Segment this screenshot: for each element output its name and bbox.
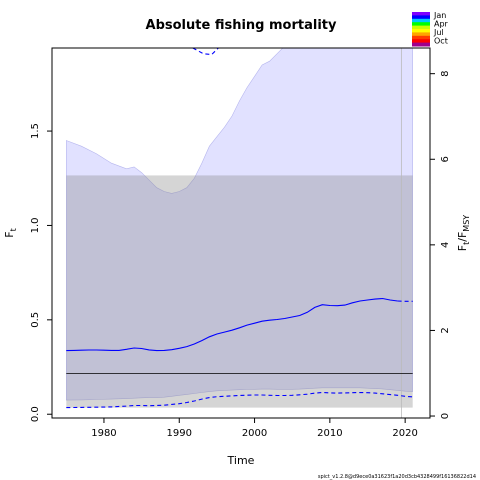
- y-axis-left: 0.0 0.5 1.0 1.5: [30, 123, 52, 422]
- series-line-2: [66, 391, 413, 409]
- x-tick-label: 2020: [392, 428, 417, 439]
- y-tick-label: 1.0: [30, 217, 41, 233]
- legend-swatch: [412, 22, 430, 27]
- y-axis-right-label-msy: MSY: [462, 215, 471, 232]
- y-axis-right-label: Ft/FMSY: [456, 215, 471, 251]
- x-tick-label: 1990: [167, 428, 192, 439]
- plot-frame: [51, 47, 431, 419]
- y-tick-label: 0.0: [30, 406, 41, 422]
- legend-swatch: [412, 25, 430, 30]
- fmsy-band: [66, 175, 413, 408]
- x-tick-label: 2010: [317, 428, 342, 439]
- footnote: spict_v1.2.8@d9ece0a31623f1a20d3cb432849…: [318, 474, 476, 480]
- y-axis-right-label-f: F: [456, 245, 469, 251]
- legend-swatch: [412, 35, 430, 40]
- plot-area: [66, 48, 413, 418]
- ci-band: [66, 48, 413, 401]
- x-axis-label: Time: [227, 454, 255, 467]
- legend-label: Oct: [434, 37, 448, 46]
- legend-label: Jan: [433, 11, 446, 20]
- y-axis-left-label-sub: t: [9, 228, 18, 231]
- legend-swatch: [412, 32, 430, 37]
- y-axis-right-label-over: /F: [456, 232, 469, 242]
- x-axis: 1980 1990 2000 2010 2020: [91, 418, 418, 439]
- legend-swatch: [412, 12, 430, 16]
- legend-swatch: [412, 42, 430, 47]
- right-tick-label: 2: [440, 327, 451, 333]
- chart-title: Absolute fishing mortality: [146, 18, 337, 33]
- y-axis-right: 0 2 4 6 8: [430, 70, 451, 419]
- upper-ci-dashed-segment: [192, 48, 219, 56]
- right-tick-label: 6: [440, 156, 451, 162]
- legend-swatch: [412, 39, 430, 44]
- x-tick-label: 1980: [91, 428, 116, 439]
- right-tick-label: 8: [440, 70, 451, 76]
- legend-label: Jul: [433, 28, 444, 37]
- y-axis-right-label-sub: t: [462, 242, 471, 245]
- y-axis-left-label-main: F: [3, 231, 16, 237]
- legend-swatch: [412, 15, 430, 20]
- legend-swatch: [412, 18, 430, 23]
- y-tick-label: 0.5: [30, 312, 41, 328]
- y-tick-label: 1.5: [30, 123, 41, 139]
- y-axis-left-label: Ft: [3, 228, 18, 237]
- legend-swatch: [412, 29, 430, 33]
- series-line-0: [66, 297, 398, 352]
- right-tick-label: 4: [440, 242, 451, 248]
- right-tick-label: 0: [440, 413, 451, 419]
- legend-label: Apr: [434, 20, 449, 29]
- x-tick-label: 2000: [242, 428, 267, 439]
